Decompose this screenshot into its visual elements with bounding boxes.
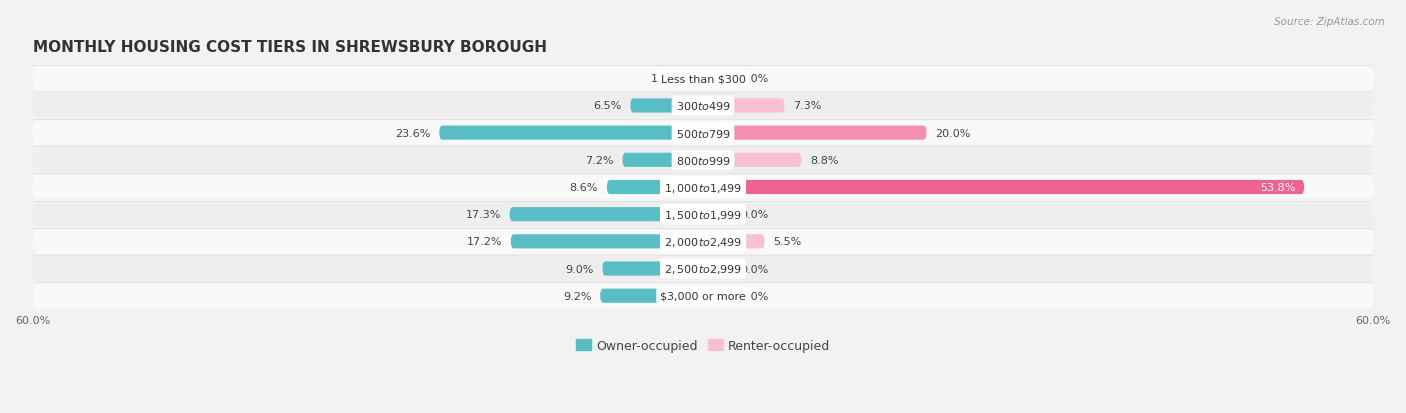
Text: 0.0%: 0.0% [740,210,768,220]
FancyBboxPatch shape [510,235,703,249]
Text: 53.8%: 53.8% [1260,183,1295,192]
FancyBboxPatch shape [32,94,1374,118]
Text: $2,000 to $2,499: $2,000 to $2,499 [664,235,742,248]
FancyBboxPatch shape [510,208,703,222]
FancyBboxPatch shape [703,180,1305,195]
Text: $500 to $799: $500 to $799 [675,127,731,139]
Text: 8.6%: 8.6% [569,183,598,192]
FancyBboxPatch shape [32,257,1374,281]
Text: 9.2%: 9.2% [562,291,592,301]
FancyBboxPatch shape [32,176,1374,199]
Text: $300 to $499: $300 to $499 [675,100,731,112]
Text: MONTHLY HOUSING COST TIERS IN SHREWSBURY BOROUGH: MONTHLY HOUSING COST TIERS IN SHREWSBURY… [32,40,547,55]
Text: 0.0%: 0.0% [740,264,768,274]
FancyBboxPatch shape [703,72,731,86]
Text: 17.2%: 17.2% [467,237,502,247]
Text: 1.3%: 1.3% [651,74,679,84]
Text: 6.5%: 6.5% [593,101,621,111]
Text: $2,500 to $2,999: $2,500 to $2,999 [664,262,742,275]
FancyBboxPatch shape [630,99,703,113]
Text: 17.3%: 17.3% [465,210,501,220]
FancyBboxPatch shape [623,153,703,168]
FancyBboxPatch shape [32,230,1374,254]
FancyBboxPatch shape [703,126,927,140]
Text: $1,000 to $1,499: $1,000 to $1,499 [664,181,742,194]
Text: 7.2%: 7.2% [585,155,613,166]
Text: Source: ZipAtlas.com: Source: ZipAtlas.com [1274,17,1385,26]
Text: 7.3%: 7.3% [793,101,823,111]
Text: $800 to $999: $800 to $999 [675,154,731,166]
FancyBboxPatch shape [703,99,785,113]
Text: $3,000 or more: $3,000 or more [661,291,745,301]
FancyBboxPatch shape [602,262,703,276]
Text: 0.0%: 0.0% [740,291,768,301]
FancyBboxPatch shape [32,284,1374,308]
FancyBboxPatch shape [32,121,1374,145]
FancyBboxPatch shape [703,153,801,168]
FancyBboxPatch shape [703,235,765,249]
FancyBboxPatch shape [703,289,731,303]
Text: 0.0%: 0.0% [740,74,768,84]
FancyBboxPatch shape [703,208,731,222]
FancyBboxPatch shape [600,289,703,303]
Text: 20.0%: 20.0% [935,128,970,138]
FancyBboxPatch shape [703,262,731,276]
FancyBboxPatch shape [32,149,1374,172]
FancyBboxPatch shape [32,203,1374,227]
Legend: Owner-occupied, Renter-occupied: Owner-occupied, Renter-occupied [571,334,835,357]
Text: 9.0%: 9.0% [565,264,593,274]
Text: $1,500 to $1,999: $1,500 to $1,999 [664,208,742,221]
FancyBboxPatch shape [607,180,703,195]
Text: 5.5%: 5.5% [773,237,801,247]
Text: 23.6%: 23.6% [395,128,430,138]
FancyBboxPatch shape [32,67,1374,91]
FancyBboxPatch shape [439,126,703,140]
FancyBboxPatch shape [689,72,703,86]
Text: Less than $300: Less than $300 [661,74,745,84]
Text: 8.8%: 8.8% [810,155,839,166]
